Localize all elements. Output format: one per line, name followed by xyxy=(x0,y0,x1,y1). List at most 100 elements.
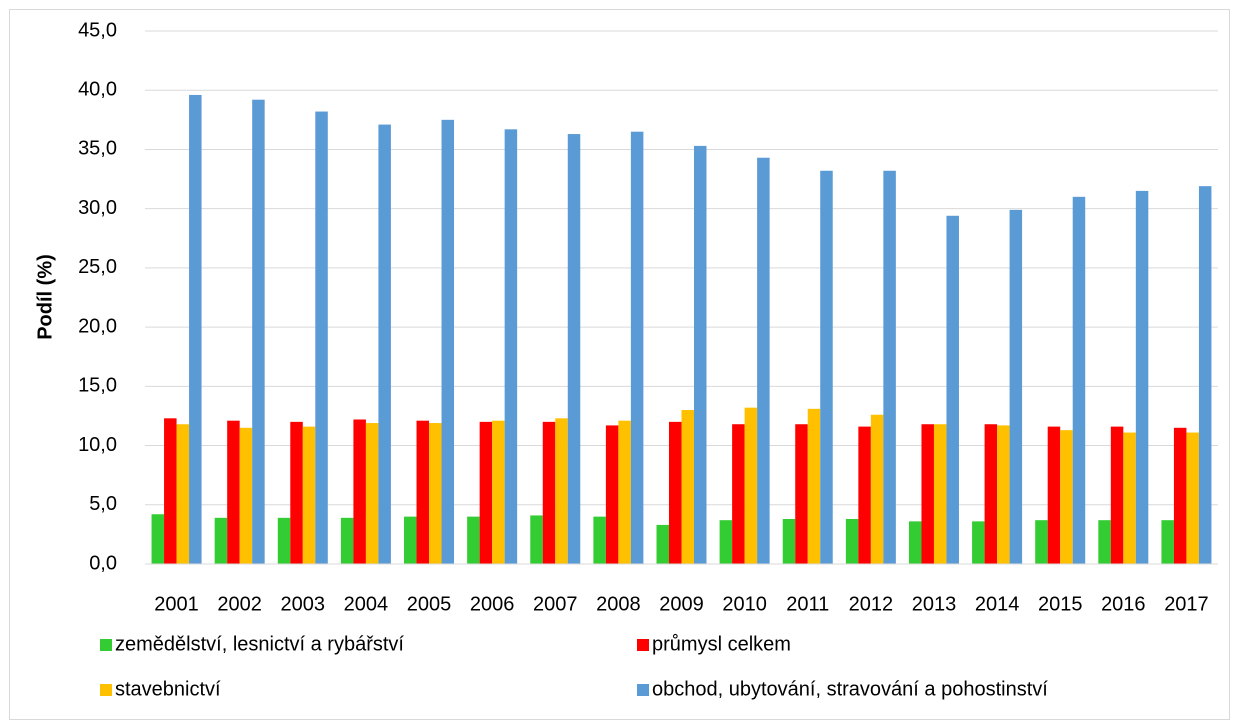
legend-label: zemědělství, lesnictví a rybářství xyxy=(115,633,404,655)
x-tick-label: 2012 xyxy=(849,593,894,615)
bar xyxy=(530,515,543,564)
bar xyxy=(681,410,694,564)
legend-label: stavebnictví xyxy=(115,678,221,700)
bar xyxy=(605,425,619,564)
bar xyxy=(227,420,240,564)
x-tick-label: 2001 xyxy=(154,593,199,615)
x-tick-label: 2017 xyxy=(1164,593,1209,615)
bar xyxy=(795,424,808,564)
bar xyxy=(630,131,644,564)
x-tick-label: 2005 xyxy=(407,593,452,615)
bar xyxy=(656,524,669,564)
x-tick-label: 2002 xyxy=(217,593,262,615)
bar xyxy=(441,119,455,564)
legend-swatch xyxy=(100,684,112,696)
bar xyxy=(984,424,998,564)
bar xyxy=(1135,190,1149,564)
bar xyxy=(694,145,707,564)
x-tick-label: 2015 xyxy=(1038,593,1083,615)
y-tick-label: 30,0 xyxy=(78,197,117,219)
bar xyxy=(933,424,947,564)
x-tick-label: 2016 xyxy=(1101,593,1146,615)
legend-label: průmysl celkem xyxy=(652,633,791,655)
bar xyxy=(883,170,896,564)
x-tick-label: 2009 xyxy=(659,593,704,615)
bar xyxy=(997,425,1010,564)
y-tick-label: 45,0 xyxy=(78,19,117,41)
legend-swatch xyxy=(637,684,649,696)
y-tick-label: 25,0 xyxy=(78,256,117,278)
bar xyxy=(252,99,265,564)
bar xyxy=(618,420,631,564)
bar xyxy=(151,514,165,564)
y-tick-label: 5,0 xyxy=(89,493,117,515)
bar xyxy=(732,424,745,564)
bar xyxy=(315,111,328,564)
bar xyxy=(467,516,480,564)
bar xyxy=(164,418,177,564)
bar xyxy=(921,424,934,564)
bar xyxy=(542,421,556,564)
bar xyxy=(429,423,442,564)
y-tick-label: 10,0 xyxy=(78,434,117,456)
bar xyxy=(1198,186,1212,564)
y-tick-label: 35,0 xyxy=(78,138,117,160)
x-tick-label: 2008 xyxy=(596,593,641,615)
x-tick-label: 2011 xyxy=(786,593,829,615)
bar xyxy=(1173,427,1187,564)
bar xyxy=(189,94,202,565)
bar xyxy=(290,421,303,564)
bar xyxy=(1035,520,1048,564)
bar xyxy=(365,423,379,564)
bar xyxy=(567,134,581,564)
bar xyxy=(353,419,366,564)
bar xyxy=(404,516,417,564)
y-tick-label: 15,0 xyxy=(78,375,117,397)
bar xyxy=(1060,430,1073,564)
bar xyxy=(870,414,884,564)
bar xyxy=(845,518,859,564)
bar xyxy=(239,427,253,564)
bar xyxy=(1072,196,1086,565)
bar xyxy=(908,521,922,564)
y-tick-label: 40,0 xyxy=(78,79,117,101)
bar xyxy=(416,420,430,564)
bar xyxy=(1161,520,1174,564)
bar xyxy=(504,129,518,564)
bar xyxy=(1186,432,1199,564)
x-tick-label: 2010 xyxy=(722,593,767,615)
legend-swatch xyxy=(637,639,649,651)
y-tick-label: 0,0 xyxy=(89,552,117,574)
bar xyxy=(782,518,796,564)
bar xyxy=(807,408,821,564)
bar xyxy=(555,418,568,564)
bar xyxy=(176,424,190,564)
bar xyxy=(820,170,833,564)
legend-swatch xyxy=(100,639,112,651)
bar xyxy=(1123,432,1136,564)
bar xyxy=(719,520,733,564)
y-axis-label: Podíl (%) xyxy=(34,254,56,340)
legend-label: obchod, ubytování, stravování a pohostin… xyxy=(652,678,1048,700)
bar xyxy=(1110,426,1124,564)
bar xyxy=(302,426,316,564)
bar xyxy=(757,157,770,565)
bar xyxy=(972,521,985,564)
bar xyxy=(1047,426,1061,564)
bar xyxy=(1098,520,1111,564)
bar xyxy=(340,517,354,564)
bar xyxy=(479,421,493,564)
bar xyxy=(1009,209,1023,564)
bar xyxy=(214,517,228,564)
x-tick-label: 2007 xyxy=(533,593,578,615)
x-tick-label: 2003 xyxy=(281,593,326,615)
bar xyxy=(593,516,606,564)
x-tick-label: 2013 xyxy=(912,593,957,615)
bar xyxy=(669,421,682,564)
bar xyxy=(492,420,505,564)
bar xyxy=(277,517,291,564)
x-tick-label: 2014 xyxy=(975,593,1020,615)
bar xyxy=(946,215,959,565)
y-tick-label: 20,0 xyxy=(78,315,117,337)
